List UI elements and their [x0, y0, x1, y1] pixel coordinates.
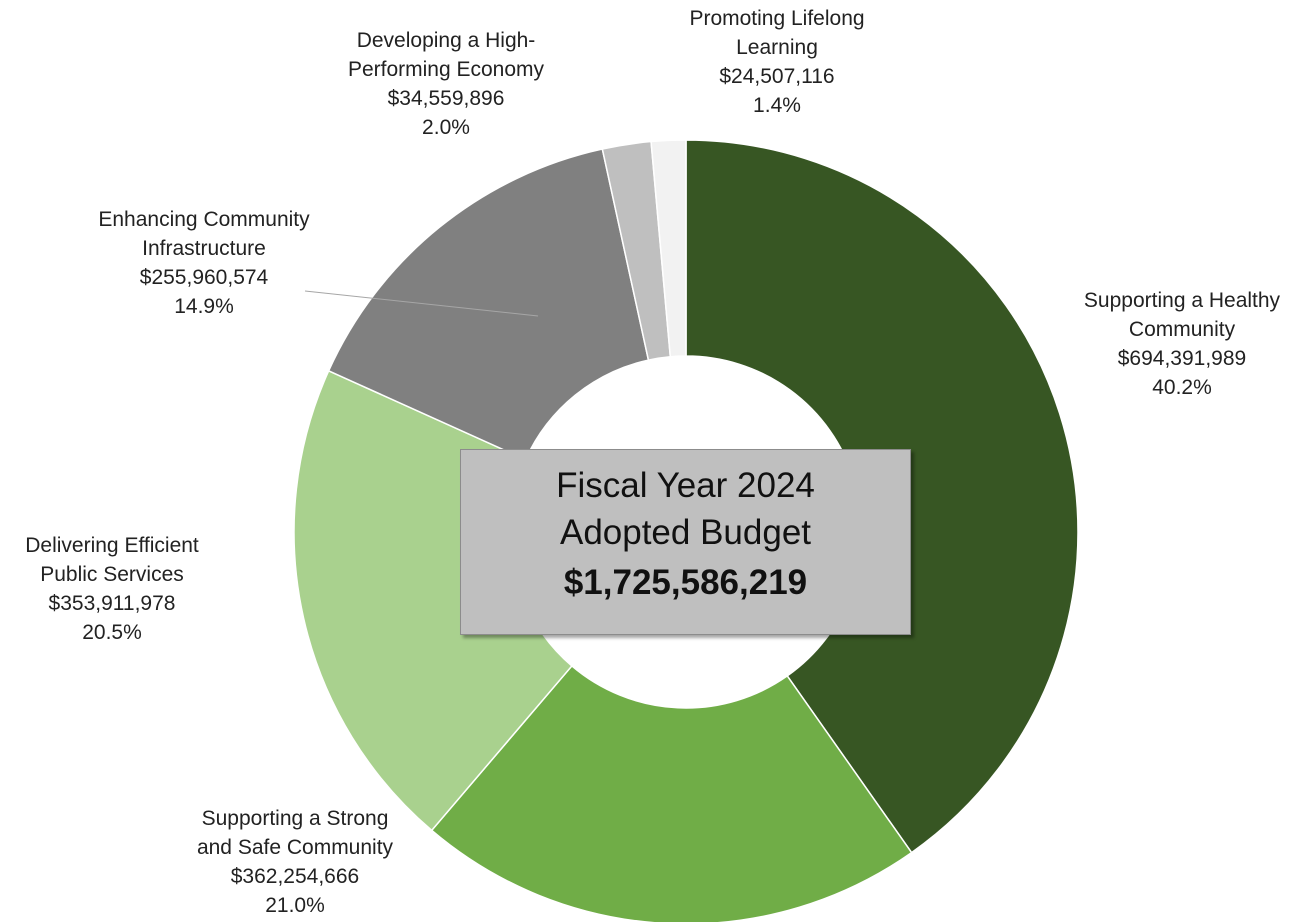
slice-label-name: Supporting a Strong	[201, 807, 389, 830]
slice-label: Developing a High- Performing Economy $34,…	[348, 26, 544, 142]
center-total-box: Fiscal Year 2024 Adopted Budget $1,725,5…	[460, 449, 911, 635]
donut-slice	[327, 148, 650, 461]
slice-label-percent: 20.5%	[82, 621, 142, 644]
slice-label: Supporting a Healthy Community $694,391,98…	[1084, 286, 1280, 402]
slice-label-name: Public Services	[40, 563, 184, 586]
slice-label-name: Enhancing Community	[98, 208, 310, 231]
slice-label-amount: $34,559,896	[387, 87, 505, 110]
slice-label-amount: $353,911,978	[48, 592, 176, 615]
donut-slice	[430, 664, 913, 922]
center-title-line1: Fiscal Year 2024	[556, 466, 815, 505]
slice-label-amount: $24,507,116	[719, 65, 835, 88]
slice-label-percent: 21.0%	[265, 894, 325, 917]
slice-label-percent: 1.4%	[753, 94, 801, 117]
donut-slice	[650, 139, 687, 358]
slice-label-name: Performing Economy	[347, 58, 545, 81]
slice-label-percent: 14.9%	[174, 295, 234, 318]
slice-label-name: Infrastructure	[142, 237, 266, 260]
slice-label-name: Community	[1128, 318, 1236, 341]
center-total: $1,725,586,219	[563, 563, 808, 602]
slice-label-amount: $362,254,666	[230, 865, 360, 888]
leader-line	[304, 290, 539, 317]
slice-label: Promoting Lifelong Learning $24,507,116 1.4…	[689, 4, 864, 120]
slice-label-percent: 2.0%	[422, 116, 470, 139]
center-title-line2: Adopted Budget	[559, 513, 812, 552]
slice-label: Delivering Efficient Public Services $353,…	[25, 531, 199, 647]
slice-label-percent: 40.2%	[1152, 376, 1212, 399]
slice-label-name: Supporting a Healthy	[1083, 289, 1281, 312]
slice-label-name: Promoting Lifelong	[689, 7, 865, 30]
slice-label-amount: $255,960,574	[139, 266, 269, 289]
slice-label-name: and Safe Community	[196, 836, 394, 859]
slice-label-name: Delivering Efficient	[25, 534, 199, 557]
slice-label-name: Developing a High-	[356, 29, 536, 52]
slice-label: Enhancing Community Infrastructure $255,96…	[98, 205, 309, 321]
slice-label-name: Learning	[736, 36, 818, 59]
slice-label-amount: $694,391,989	[1117, 347, 1247, 370]
slice-label: Supporting a Strong and Safe Community $36…	[197, 804, 393, 920]
